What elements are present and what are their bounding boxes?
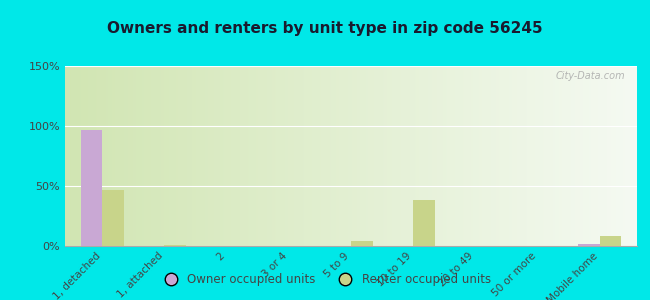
Bar [578,244,600,246]
Bar [413,200,435,246]
Bar [351,241,372,246]
Text: Owners and renters by unit type in zip code 56245: Owners and renters by unit type in zip c… [107,21,543,36]
Legend: Owner occupied units, Renter occupied units: Owner occupied units, Renter occupied un… [154,269,496,291]
Bar [81,130,102,246]
Bar [102,190,124,246]
Bar [600,236,621,246]
Text: City-Data.com: City-Data.com [556,71,625,81]
Bar [164,245,187,246]
